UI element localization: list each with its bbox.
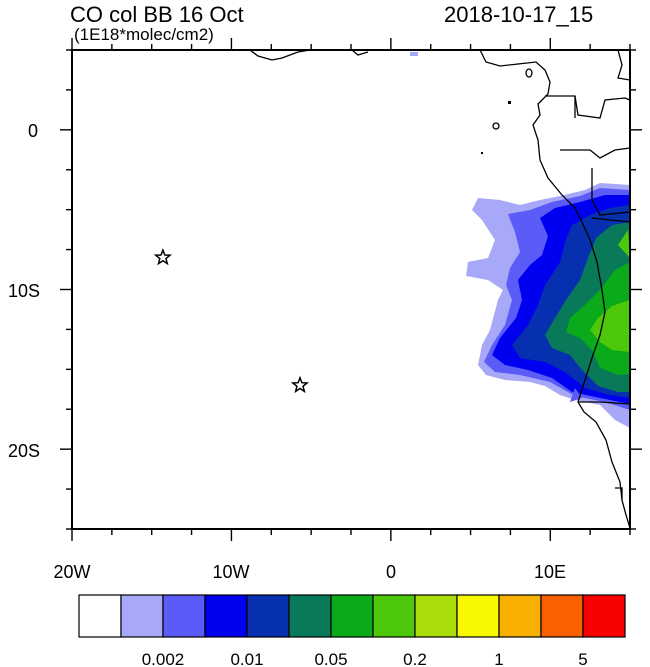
axis-ticks <box>60 38 642 541</box>
colorbar-box <box>246 594 290 638</box>
x-tick-label: 20W <box>53 562 90 582</box>
plot-title: CO col BB 16 Oct <box>70 2 244 27</box>
y-tick-label: 0 <box>28 121 38 141</box>
y-tick-label: 20S <box>8 441 40 461</box>
plot-datetime: 2018-10-17_15 <box>444 2 594 27</box>
co-plume-shading <box>410 52 630 428</box>
colorbar-label: 0.05 <box>314 650 347 667</box>
x-tick-label: 10E <box>534 562 566 582</box>
colorbar-label: 0.01 <box>230 650 263 667</box>
colorbar-box <box>498 594 542 638</box>
x-tick-label: 10W <box>212 562 249 582</box>
star-marker <box>153 248 172 266</box>
colorbar-box <box>120 594 164 638</box>
colorbar-box <box>288 594 332 638</box>
star-markers <box>153 248 310 394</box>
colorbar-label: 1 <box>494 650 503 667</box>
colorbar-label: 5 <box>578 650 587 667</box>
plot-units: (1E18*molec/cm2) <box>74 25 214 44</box>
colorbar-box <box>78 594 122 638</box>
coastline <box>249 50 630 529</box>
colorbar-box <box>414 594 458 638</box>
colorbar-label: 0.2 <box>403 650 427 667</box>
colorbar-label: 0.002 <box>142 650 185 667</box>
colorbar-box <box>162 594 206 638</box>
colorbar-box <box>582 594 626 638</box>
colorbar-box <box>204 594 248 638</box>
colorbar-box <box>372 594 416 638</box>
colorbar-box <box>456 594 500 638</box>
colorbar-box <box>330 594 374 638</box>
star-marker <box>290 375 310 394</box>
x-tick-label: 0 <box>386 562 396 582</box>
colorbar-box <box>540 594 584 638</box>
y-tick-label: 10S <box>8 281 40 301</box>
colorbar: 0.002 0.01 0.05 0.2 1 5 <box>78 594 626 667</box>
